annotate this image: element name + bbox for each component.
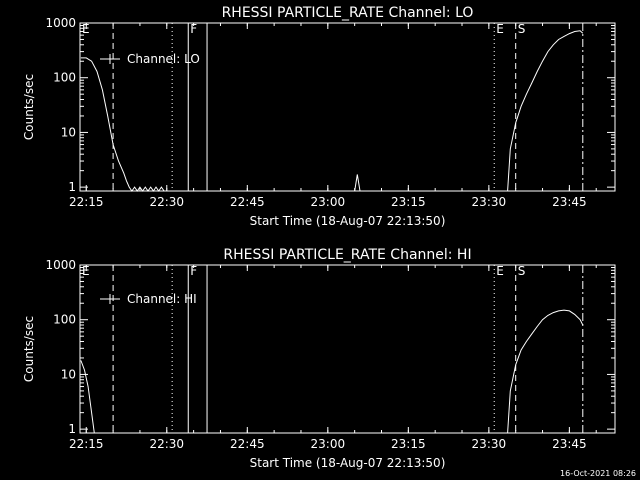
timestamp: 16-Oct-2021 08:26 <box>560 469 636 478</box>
x-tick-label: 22:15 <box>69 437 104 451</box>
y-tick-label: 1 <box>68 422 76 436</box>
event-marker-label: E <box>496 22 504 36</box>
x-tick-label: 22:45 <box>230 195 265 209</box>
legend-label: Channel: HI <box>127 292 197 306</box>
x-tick-label: 22:30 <box>149 195 184 209</box>
x-tick-label: 22:15 <box>69 195 104 209</box>
series-line-1 <box>80 30 584 192</box>
y-tick-label: 100 <box>53 71 76 85</box>
y-tick-label: 10 <box>61 125 76 139</box>
x-tick-label: 23:45 <box>552 437 587 451</box>
event-marker-label: F <box>190 22 197 36</box>
event-marker-label: E <box>82 22 90 36</box>
plot-frame <box>79 22 616 192</box>
event-marker-label: E <box>496 264 504 278</box>
event-marker-label: S <box>518 264 526 278</box>
y-axis-label: Counts/sec <box>22 316 36 382</box>
y-tick-label: 1000 <box>45 16 76 30</box>
x-tick-label: 23:30 <box>472 195 507 209</box>
plot-frame <box>79 264 616 434</box>
event-marker-label: F <box>190 264 197 278</box>
chart-panel-1: RHESSI PARTICLE_RATE Channel: LO 22:15 22:… <box>22 5 616 228</box>
x-tick-label: 22:30 <box>149 437 184 451</box>
chart-panel-2: RHESSI PARTICLE_RATE Channel: HI 22:15 22:… <box>22 247 616 470</box>
x-tick-label: 23:30 <box>472 437 507 451</box>
x-tick-label: 23:00 <box>311 437 346 451</box>
y-tick-label: 1 <box>68 180 76 194</box>
chart-title: RHESSI PARTICLE_RATE Channel: LO <box>222 5 474 21</box>
legend-label: Channel: LO <box>127 52 200 66</box>
x-tick-label: 23:15 <box>391 437 426 451</box>
y-tick-label: 10 <box>61 367 76 381</box>
y-tick-label: 1000 <box>45 258 76 272</box>
x-tick-label: 23:15 <box>391 195 426 209</box>
x-tick-label: 22:45 <box>230 437 265 451</box>
event-marker-label: E <box>82 264 90 278</box>
x-axis-label: Start Time (18-Aug-07 22:13:50) <box>250 214 446 228</box>
event-marker-label: S <box>518 22 526 36</box>
x-tick-label: 23:00 <box>311 195 346 209</box>
chart-title: RHESSI PARTICLE_RATE Channel: HI <box>223 247 471 263</box>
series-line-1 <box>80 309 584 434</box>
y-tick-label: 100 <box>53 313 76 327</box>
x-tick-label: 23:45 <box>552 195 587 209</box>
x-axis-label: Start Time (18-Aug-07 22:13:50) <box>250 456 446 470</box>
y-axis-label: Counts/sec <box>22 74 36 140</box>
